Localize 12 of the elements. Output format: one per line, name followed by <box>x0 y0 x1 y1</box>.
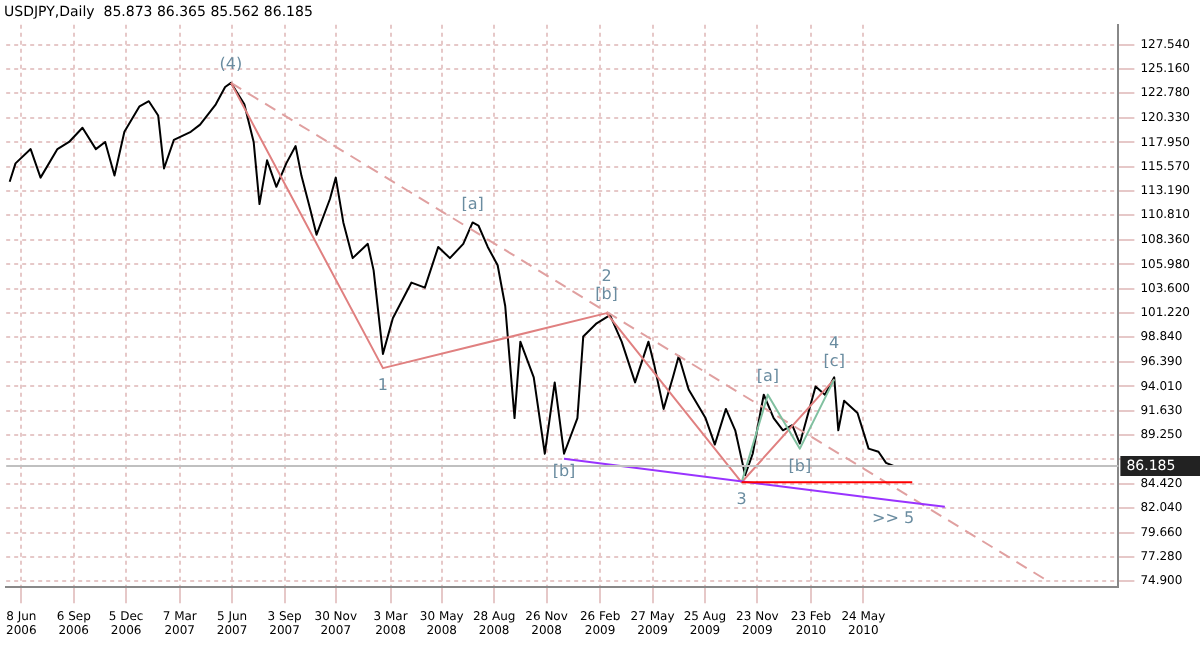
annotation: 3 <box>736 490 747 509</box>
annotation: [b] <box>552 461 576 480</box>
annotation: [b] <box>788 456 812 475</box>
annotation: (4) <box>219 55 243 74</box>
annotation: 1 <box>377 376 389 395</box>
annotation: [a] <box>756 366 779 385</box>
annotation: 2 <box>601 267 612 286</box>
annotation: [b] <box>595 285 618 304</box>
annotation: [a] <box>461 194 484 213</box>
annotation: 4 <box>829 333 840 352</box>
annotation: [c] <box>823 351 845 370</box>
annotation: >> 5 <box>871 508 915 527</box>
